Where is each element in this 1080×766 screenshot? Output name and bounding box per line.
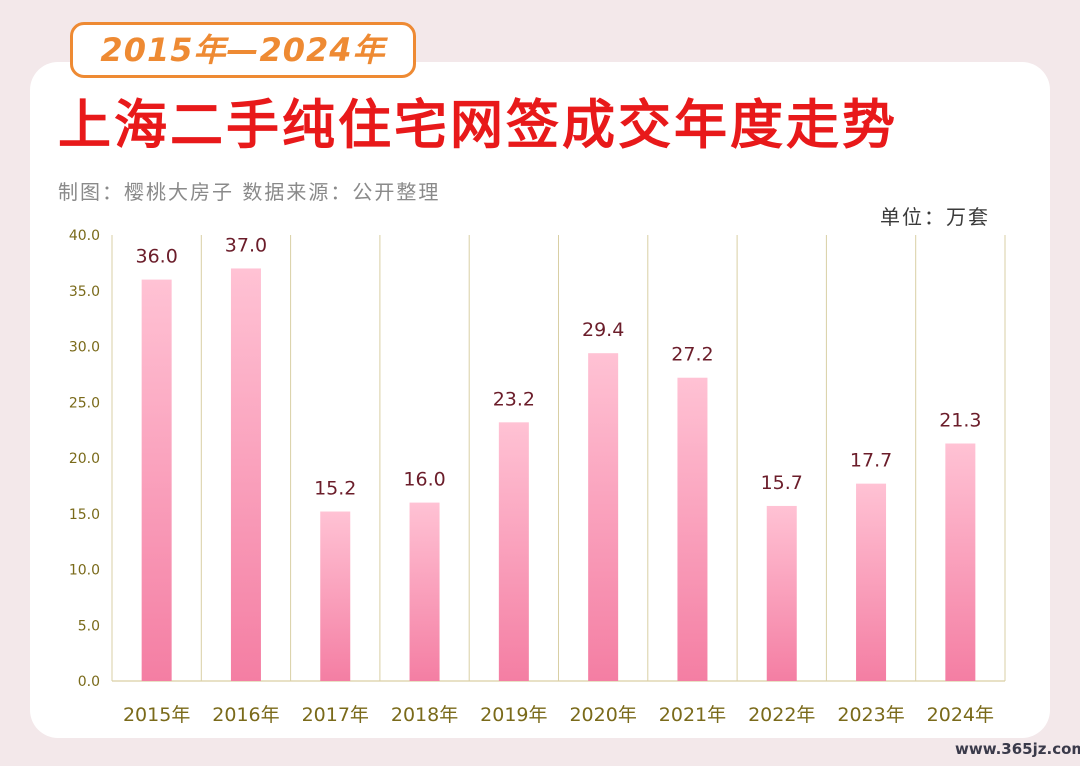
year-range-badge: 2015年—2024年 bbox=[70, 22, 416, 78]
watermark: www.365jz.com bbox=[955, 740, 1080, 758]
x-tick-label: 2019年 bbox=[480, 704, 547, 726]
x-tick-label: 2020年 bbox=[569, 704, 636, 726]
value-label: 36.0 bbox=[135, 246, 177, 268]
x-tick-label: 2016年 bbox=[212, 704, 279, 726]
value-label: 15.2 bbox=[314, 478, 356, 500]
y-tick-label: 5.0 bbox=[78, 618, 100, 634]
x-tick-label: 2018年 bbox=[391, 704, 458, 726]
value-label: 29.4 bbox=[582, 319, 624, 341]
bar-2018年 bbox=[409, 502, 440, 681]
value-label: 21.3 bbox=[939, 410, 981, 432]
value-label: 27.2 bbox=[671, 344, 713, 366]
y-tick-label: 20.0 bbox=[69, 451, 100, 467]
x-tick-label: 2023年 bbox=[837, 704, 904, 726]
chart-card-corner bbox=[755, 170, 1050, 250]
y-tick-label: 15.0 bbox=[69, 507, 100, 523]
bar-2019年 bbox=[498, 422, 529, 681]
y-tick-label: 35.0 bbox=[69, 284, 100, 300]
x-tick-label: 2024年 bbox=[927, 704, 994, 726]
bar-2020年 bbox=[588, 353, 619, 681]
x-tick-label: 2017年 bbox=[302, 704, 369, 726]
credit-line: 制图：樱桃大房子 数据来源：公开整理 bbox=[58, 180, 441, 204]
y-tick-label: 40.0 bbox=[69, 228, 100, 244]
y-tick-label: 0.0 bbox=[78, 674, 100, 690]
x-tick-label: 2021年 bbox=[659, 704, 726, 726]
bar-2016年 bbox=[230, 268, 261, 681]
value-label: 23.2 bbox=[493, 388, 535, 410]
bar-2022年 bbox=[766, 505, 797, 681]
value-label: 17.7 bbox=[850, 450, 892, 472]
value-label: 16.0 bbox=[403, 469, 445, 491]
value-label: 37.0 bbox=[225, 234, 267, 256]
x-tick-label: 2022年 bbox=[748, 704, 815, 726]
y-tick-label: 25.0 bbox=[69, 395, 100, 411]
bar-2015年 bbox=[141, 279, 172, 681]
value-label: 15.7 bbox=[761, 472, 803, 494]
chart-title: 上海二手纯住宅网签成交年度走势 bbox=[58, 95, 898, 156]
bar-2021年 bbox=[677, 377, 708, 681]
bar-2023年 bbox=[856, 483, 887, 681]
y-tick-label: 10.0 bbox=[69, 563, 100, 579]
unit-label: 单位：万套 bbox=[880, 205, 990, 229]
x-tick-label: 2015年 bbox=[123, 704, 190, 726]
bar-2017年 bbox=[320, 511, 351, 681]
y-tick-label: 30.0 bbox=[69, 340, 100, 356]
bar-2024年 bbox=[945, 443, 976, 681]
